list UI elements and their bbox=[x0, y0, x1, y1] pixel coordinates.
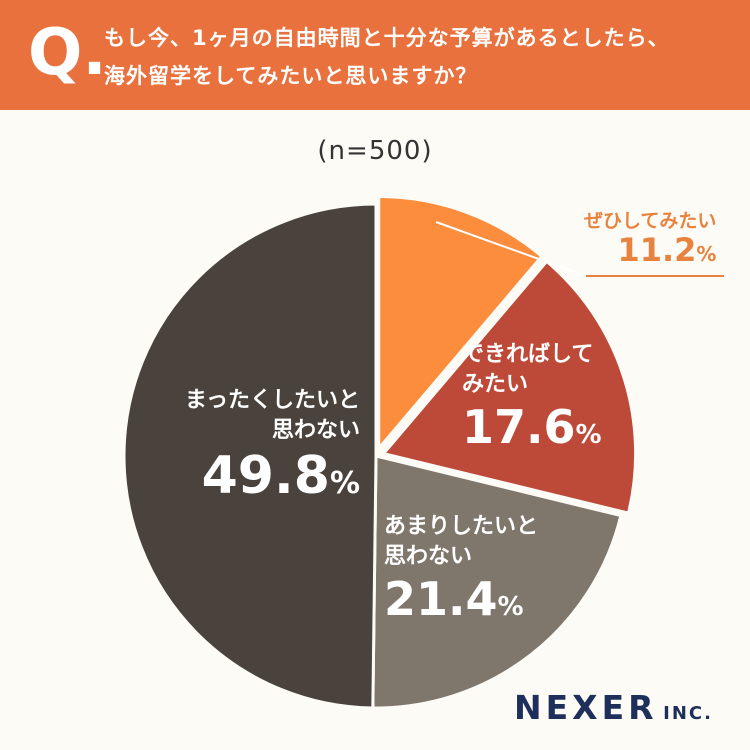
sample-size: (n=500) bbox=[317, 136, 433, 166]
slice-label-definitely: ぜひしてみたい 11.2% bbox=[584, 206, 716, 269]
pie-slice-if-possible bbox=[380, 259, 638, 515]
slice-value-definitely: 11.2% bbox=[584, 231, 716, 269]
slice-value-not-really-unit: % bbox=[497, 592, 524, 622]
slice-label-not-at-all-line1: まったくしたいと bbox=[184, 388, 360, 413]
pie-slice-not-really bbox=[371, 454, 623, 710]
slice-value-not-really: 21.4% bbox=[384, 572, 538, 626]
pie-slice-definitely bbox=[377, 194, 544, 453]
slice-label-not-at-all-line2: 思わない bbox=[271, 418, 360, 443]
question-text-line1: もし今、1ヶ月の自由時間と十分な予算があるとしたら、 bbox=[104, 26, 670, 50]
slice-value-definitely-number: 11.2 bbox=[617, 231, 697, 269]
question-mark: Q. bbox=[28, 16, 107, 90]
nexer-logo: NEXER INC. bbox=[514, 688, 713, 727]
slice-value-not-at-all: 49.8% bbox=[150, 446, 360, 506]
logo-main-text: NEXER bbox=[514, 688, 658, 727]
slice-value-not-at-all-number: 49.8 bbox=[201, 446, 330, 506]
slice-value-definitely-unit: % bbox=[696, 242, 717, 266]
question-header: Q. もし今、1ヶ月の自由時間と十分な予算があるとしたら、 海外留学をしてみたい… bbox=[0, 0, 750, 110]
slice-label-if-possible: できればして みたい 17.6% bbox=[462, 340, 602, 454]
slice-value-if-possible-number: 17.6 bbox=[462, 400, 576, 454]
pie-slice-not-at-all bbox=[122, 202, 378, 710]
slice-value-if-possible: 17.6% bbox=[462, 400, 602, 454]
slice-label-definitely-text: ぜひしてみたい bbox=[584, 210, 717, 232]
slice-label-not-really-line1: あまりしたいと bbox=[384, 514, 539, 539]
question-text-line2: 海外留学をしてみたいと思いますか？ bbox=[104, 64, 478, 88]
slice-label-not-really-line2: 思わない bbox=[384, 544, 473, 569]
slice-value-not-at-all-unit: % bbox=[329, 466, 360, 501]
slice-label-not-really: あまりしたいと 思わない 21.4% bbox=[384, 512, 538, 626]
slice-value-if-possible-unit: % bbox=[575, 420, 602, 450]
slice-value-not-really-number: 21.4 bbox=[384, 572, 498, 626]
slice-label-if-possible-line1: できればして bbox=[462, 342, 594, 367]
logo-suffix-text: INC. bbox=[663, 703, 713, 724]
slice-label-not-at-all: まったくしたいと 思わない 49.8% bbox=[150, 386, 360, 506]
slice-label-if-possible-line2: みたい bbox=[462, 372, 529, 397]
